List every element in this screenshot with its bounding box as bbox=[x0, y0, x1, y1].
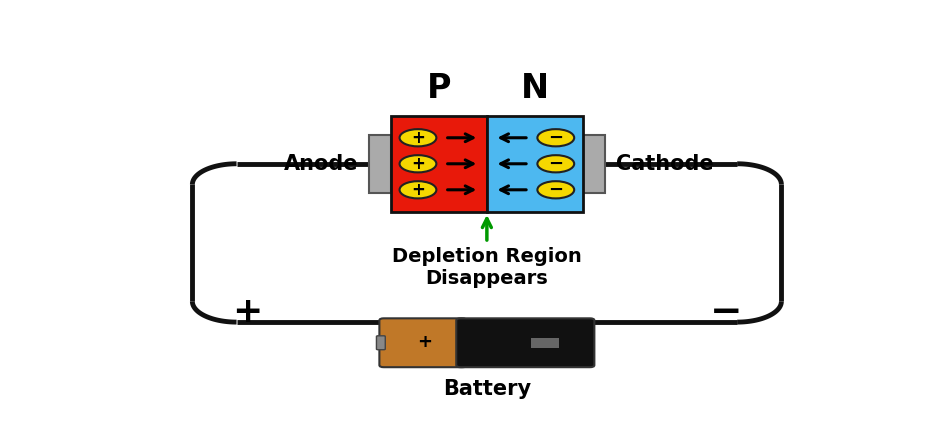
FancyBboxPatch shape bbox=[379, 318, 466, 367]
Text: Cathode: Cathode bbox=[616, 154, 713, 174]
Text: +: + bbox=[233, 295, 263, 329]
Circle shape bbox=[538, 181, 574, 198]
Text: Battery: Battery bbox=[443, 379, 531, 399]
Text: Disappears: Disappears bbox=[426, 270, 548, 288]
Circle shape bbox=[538, 155, 574, 173]
FancyBboxPatch shape bbox=[369, 135, 391, 193]
Text: +: + bbox=[417, 333, 432, 351]
Text: Depletion Region: Depletion Region bbox=[392, 247, 581, 266]
Text: P: P bbox=[427, 72, 451, 105]
FancyBboxPatch shape bbox=[376, 336, 386, 350]
Text: −: − bbox=[548, 129, 563, 147]
FancyBboxPatch shape bbox=[391, 116, 486, 212]
Text: −: − bbox=[710, 293, 743, 331]
FancyBboxPatch shape bbox=[486, 116, 582, 212]
Circle shape bbox=[400, 181, 436, 198]
Text: −: − bbox=[548, 155, 563, 173]
Text: +: + bbox=[411, 155, 425, 173]
Text: N: N bbox=[521, 72, 549, 105]
FancyBboxPatch shape bbox=[531, 338, 560, 348]
Circle shape bbox=[400, 155, 436, 173]
Text: Anode: Anode bbox=[283, 154, 358, 174]
Text: +: + bbox=[411, 181, 425, 199]
Text: +: + bbox=[411, 129, 425, 147]
Circle shape bbox=[400, 129, 436, 146]
FancyBboxPatch shape bbox=[582, 135, 604, 193]
FancyBboxPatch shape bbox=[456, 318, 595, 367]
Text: −: − bbox=[548, 181, 563, 199]
Circle shape bbox=[538, 129, 574, 146]
